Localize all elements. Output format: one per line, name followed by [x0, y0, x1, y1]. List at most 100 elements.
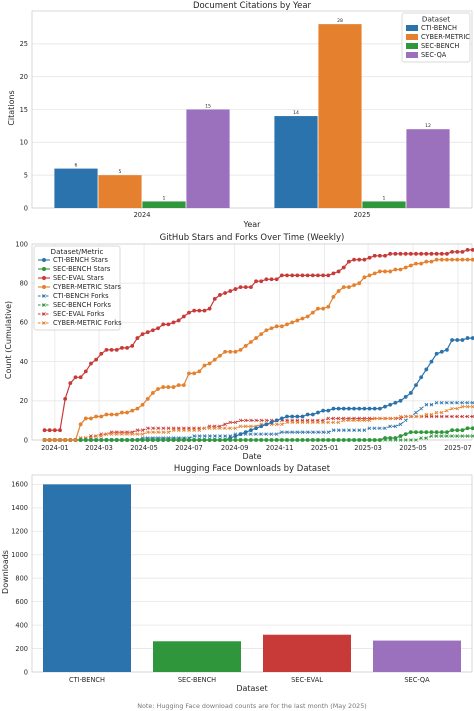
data-point	[254, 418, 258, 423]
data-point	[434, 414, 439, 419]
data-point	[130, 408, 135, 413]
data-point	[419, 430, 424, 435]
data-point	[311, 420, 315, 425]
data-point	[192, 308, 197, 313]
data-point	[326, 273, 331, 278]
data-point	[279, 416, 284, 421]
data-point	[171, 385, 176, 389]
bar	[98, 175, 142, 208]
data-point	[264, 432, 269, 436]
data-point	[290, 420, 294, 425]
legend-title: Dataset/Metric	[51, 247, 104, 256]
data-point	[316, 306, 320, 311]
data-point	[321, 420, 325, 425]
data-point	[248, 340, 253, 344]
data-point	[460, 338, 465, 342]
data-point	[295, 273, 300, 278]
data-point	[341, 285, 346, 290]
y-tick-label: 15	[20, 106, 28, 114]
data-point	[310, 412, 315, 417]
data-point	[403, 438, 408, 442]
data-point	[347, 418, 351, 423]
data-point	[341, 265, 346, 270]
x-tick-label: 2024-01	[41, 444, 69, 452]
legend-label: SEC-BENCH Forks	[53, 301, 112, 309]
data-point	[388, 416, 392, 421]
legend-marker	[42, 267, 46, 271]
legend-label: SEC-EVAL Forks	[53, 310, 105, 318]
data-point	[223, 438, 227, 442]
data-point	[465, 336, 470, 340]
data-point	[130, 438, 135, 442]
data-point	[316, 273, 320, 278]
data-point	[145, 430, 150, 434]
data-point	[78, 438, 83, 442]
data-point	[99, 434, 104, 438]
data-point	[166, 430, 171, 434]
data-point	[150, 391, 155, 395]
data-point	[135, 336, 140, 340]
data-point	[120, 410, 124, 415]
y-tick-label: 1600	[11, 481, 28, 489]
data-point	[248, 285, 253, 290]
data-point	[135, 428, 140, 432]
data-point	[197, 438, 202, 442]
data-point	[352, 406, 356, 411]
data-point	[450, 249, 455, 254]
data-point	[89, 438, 93, 442]
data-point	[465, 247, 470, 252]
data-point	[140, 438, 145, 442]
data-point	[450, 406, 454, 411]
data-point	[238, 424, 243, 429]
data-point	[63, 438, 68, 442]
data-point	[135, 438, 140, 442]
data-point	[326, 430, 331, 434]
data-point	[414, 383, 418, 388]
data-point	[331, 295, 336, 299]
data-point	[465, 404, 470, 409]
y-tick-label: 20	[20, 73, 28, 81]
data-point	[248, 438, 253, 442]
data-point	[388, 402, 393, 407]
y-tick-label: 0	[24, 204, 28, 212]
y-tick-label: 400	[15, 621, 28, 629]
data-point	[120, 432, 124, 436]
data-point	[398, 251, 403, 256]
data-point	[254, 336, 258, 340]
data-point	[316, 430, 320, 434]
data-point	[145, 438, 150, 442]
data-point	[94, 357, 99, 362]
data-point	[274, 324, 279, 329]
data-point	[367, 255, 372, 260]
data-point	[135, 406, 140, 411]
data-point	[403, 414, 408, 419]
data-point	[218, 438, 222, 442]
data-point	[151, 426, 155, 431]
data-point	[331, 406, 336, 411]
data-point	[378, 426, 382, 431]
data-point	[429, 430, 434, 435]
y-tick-label: 0	[24, 436, 28, 444]
data-point	[197, 434, 202, 438]
x-tick-label: SEC-EVAL	[291, 676, 323, 684]
data-point	[455, 414, 460, 419]
bar-value-label: 6	[75, 163, 78, 169]
data-point	[372, 271, 377, 276]
bar	[263, 634, 351, 672]
data-point	[347, 285, 351, 290]
data-point	[238, 347, 243, 352]
data-point	[181, 314, 186, 319]
data-point	[187, 310, 191, 315]
data-point	[434, 251, 439, 256]
data-point	[238, 438, 243, 442]
data-point	[414, 410, 418, 415]
bar-value-label: 15	[205, 104, 211, 110]
data-point	[383, 269, 387, 274]
legend-label: SEC-BENCH Stars	[53, 265, 111, 273]
data-point	[305, 314, 310, 319]
data-point	[207, 434, 212, 438]
data-point	[305, 412, 310, 417]
data-point	[408, 430, 413, 435]
legend-label: CYBER-METRIC Stars	[53, 283, 122, 291]
data-point	[367, 418, 372, 423]
